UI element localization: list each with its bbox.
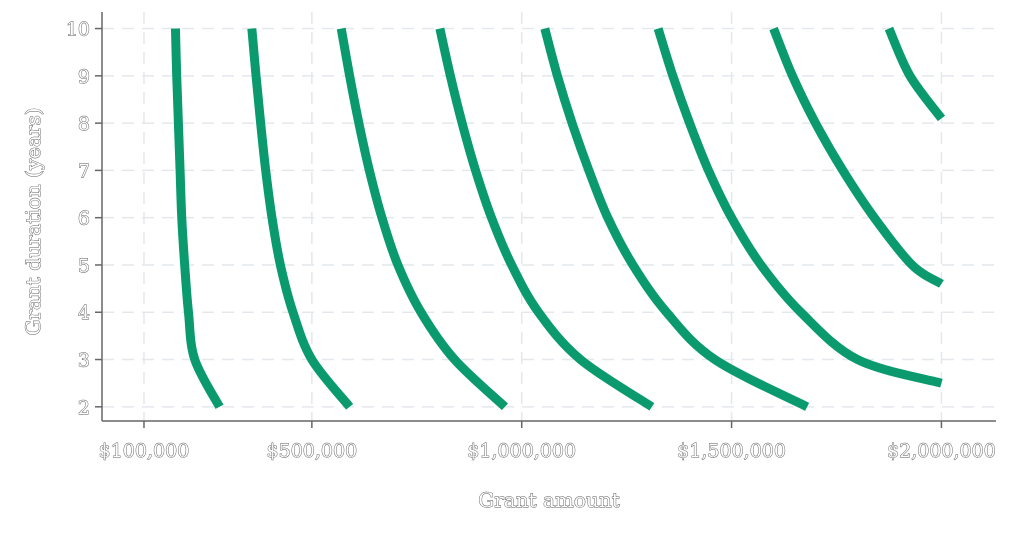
y-tick-label: 6 <box>78 208 90 230</box>
y-tick-label: 9 <box>78 66 90 88</box>
series-line-6 <box>653 27 943 388</box>
tick-labels: $100,000 $500,000 $1,000,000 $1,500,000 $2,0… <box>65 18 996 462</box>
y-tick-label: 10 <box>66 19 90 41</box>
y-tick-label: 5 <box>78 255 90 277</box>
x-tick-label: $100,000 <box>99 440 190 462</box>
series-line-7 <box>769 26 944 288</box>
x-tick-label: $1,500,000 <box>677 440 786 462</box>
x-tick-label: $500,000 <box>267 440 358 462</box>
y-tick-label: 8 <box>78 113 90 135</box>
x-tick-label: $2,000,000 <box>887 440 996 462</box>
y-tick-label: 7 <box>78 160 90 182</box>
series-line-2 <box>247 28 354 410</box>
x-tick-label: $1,000,000 <box>467 440 576 462</box>
series-line-1 <box>170 28 224 409</box>
y-tick-label: 4 <box>78 302 90 324</box>
series-line-4 <box>435 27 655 411</box>
series-line-3 <box>336 27 509 411</box>
y-tick-label: 3 <box>78 350 90 372</box>
axes <box>101 12 996 422</box>
series-line-8 <box>884 26 946 122</box>
x-axis-title: Grant amount <box>478 488 619 512</box>
y-tick-label: 2 <box>78 397 90 419</box>
series-lines <box>170 26 946 411</box>
y-axis-title: Grant duration (years) <box>21 107 45 335</box>
series-line-5 <box>540 27 810 411</box>
